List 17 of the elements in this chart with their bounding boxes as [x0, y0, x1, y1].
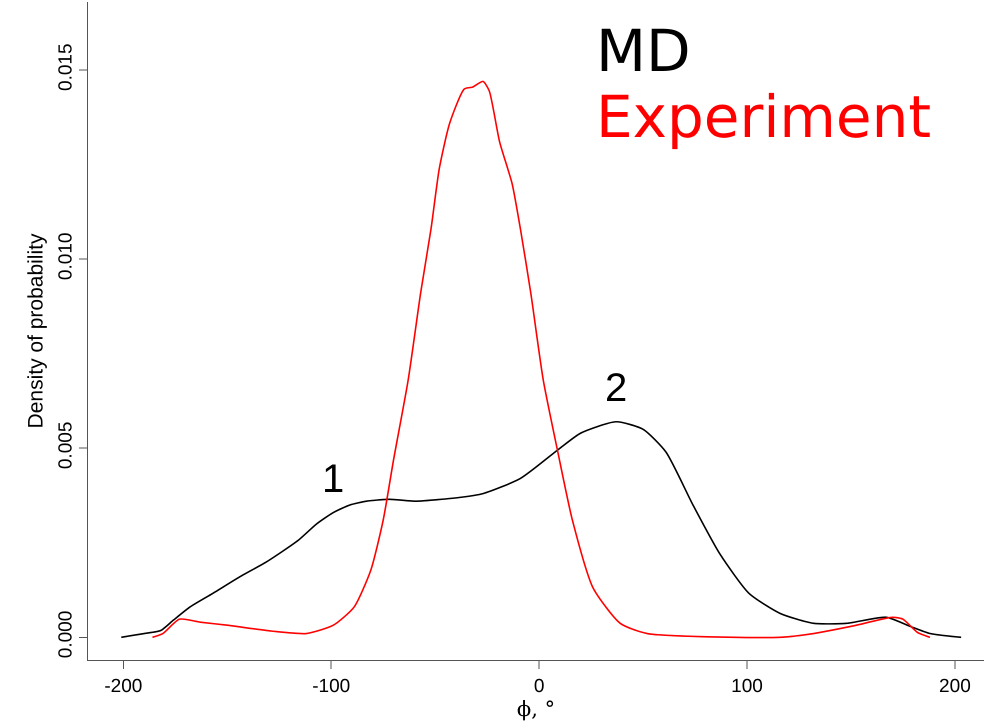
annotation: 1: [322, 457, 344, 501]
y-tick-label: 0.005: [55, 422, 76, 470]
x-tick-label: 200: [939, 676, 971, 697]
x-axis-title: ϕ, °: [516, 696, 556, 721]
line-series: [152, 80, 931, 638]
text: MD: [596, 17, 691, 85]
y-tick-label: 0.015: [55, 43, 76, 91]
line-series: [120, 420, 962, 638]
series-label: Experiment: [596, 83, 932, 151]
x-tick-label: 0: [534, 676, 544, 697]
x-tick-label: -100: [312, 676, 350, 697]
y-axis-title: Density of probability: [24, 233, 48, 428]
annotation: 2: [605, 366, 628, 410]
y-tick-label: 0.000: [55, 610, 76, 658]
x-tick-label: -200: [104, 676, 142, 697]
y-tick-label: 0.010: [55, 232, 76, 280]
x-tick-label: 100: [731, 676, 763, 697]
